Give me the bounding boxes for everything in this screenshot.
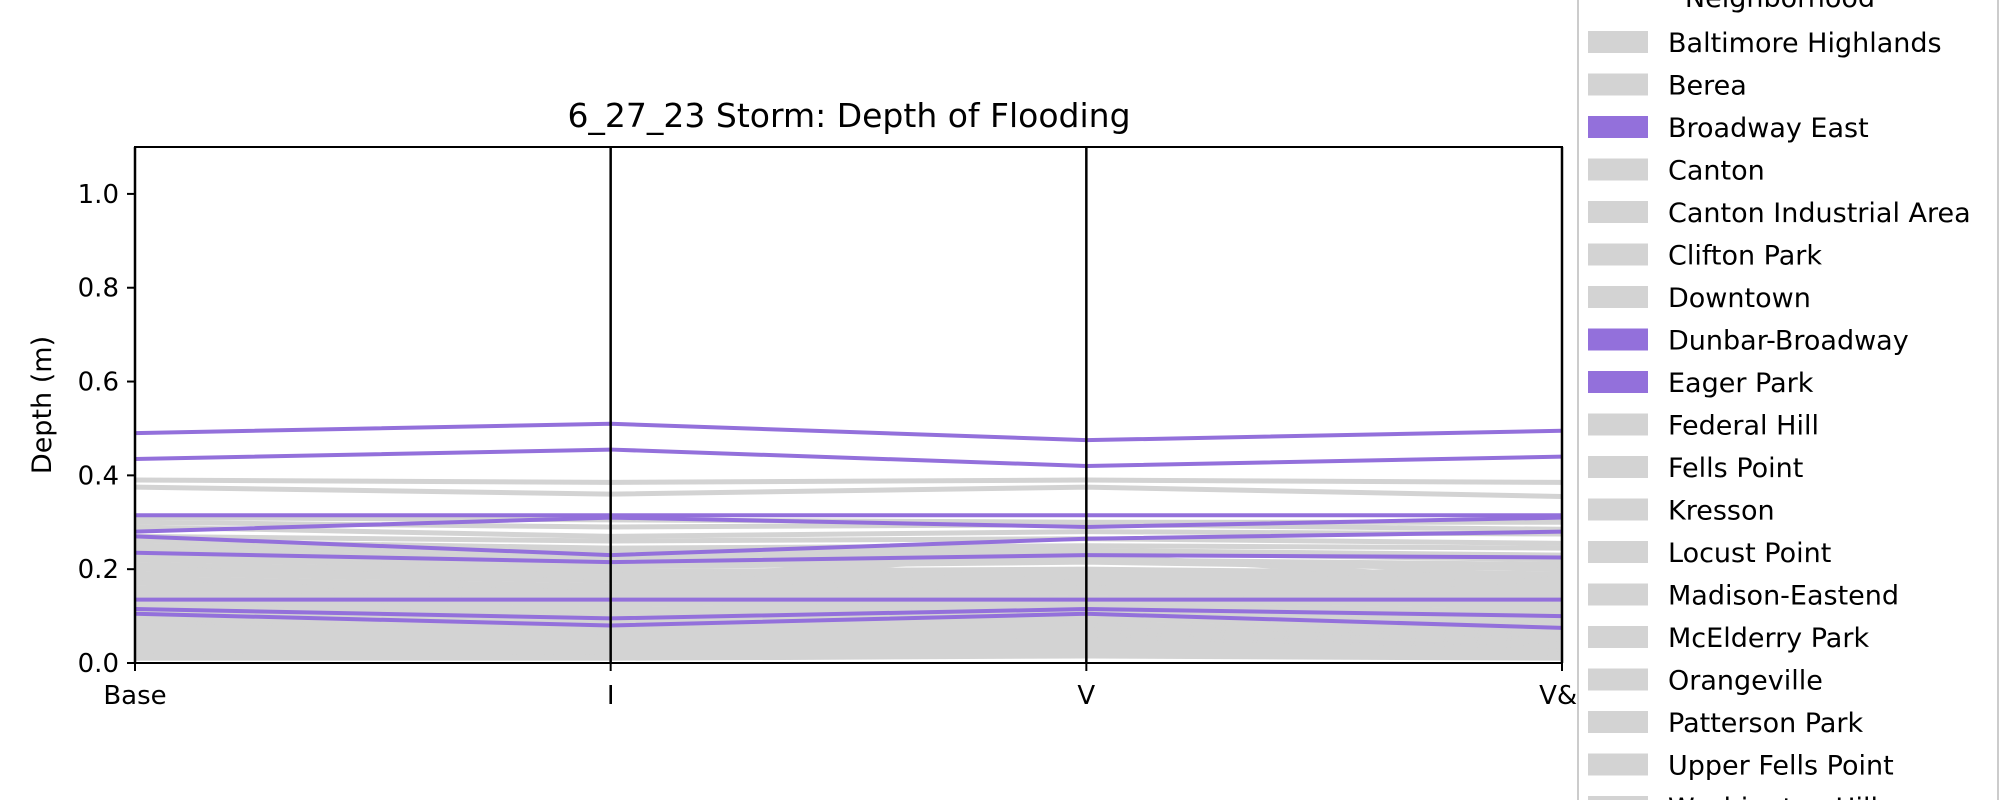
x-tick-label-2: V <box>1077 681 1095 711</box>
legend-swatch-10 <box>1588 456 1648 478</box>
y-tick-label-0: 0.0 <box>78 649 119 679</box>
y-ticks-group: 0.0 0.2 0.4 0.6 0.8 1.0 <box>78 180 135 679</box>
legend-entry-15: Orangeville <box>1668 666 1823 697</box>
y-axis-label: Depth (m) <box>27 336 58 474</box>
y-tick-label-1: 0.2 <box>78 555 119 585</box>
legend-entry-8: Eager Park <box>1668 368 1814 399</box>
axes-group <box>133 146 1564 664</box>
legend-swatch-0 <box>1588 31 1648 53</box>
legend-entry-3: Canton <box>1668 156 1765 187</box>
legend-entry-16: Patterson Park <box>1668 708 1863 739</box>
highlighted-series-line-8 <box>135 611 1562 630</box>
legend-entry-6: Downtown <box>1668 283 1811 314</box>
y-tick-label-4: 0.8 <box>78 274 119 304</box>
x-tick-label-0: Base <box>103 681 166 711</box>
legend-entry-0: Baltimore Highlands <box>1668 28 1942 59</box>
background-series-line-14 <box>135 571 1562 586</box>
chart-title: 6_27_23 Storm: Depth of Flooding <box>567 96 1130 135</box>
legend-swatch-1 <box>1588 73 1648 96</box>
legend-entry-9: Federal Hill <box>1668 411 1819 442</box>
background-series-line-0 <box>135 477 1562 485</box>
highlighted-series-line-7 <box>135 607 1562 621</box>
background-series-line-44 <box>135 547 1562 586</box>
legend-entry-1: Berea <box>1668 71 1747 102</box>
legend-swatch-17 <box>1588 753 1648 776</box>
highlighted-series-group <box>135 421 1562 630</box>
legend-swatch-4 <box>1588 201 1648 223</box>
legend-entry-14: McElderry Park <box>1668 623 1869 654</box>
background-series-line-13 <box>135 566 1562 584</box>
legend-entry-5: Clifton Park <box>1668 241 1822 272</box>
legend-entry-13: Madison-Eastend <box>1668 581 1899 612</box>
x-tick-label-1: I <box>607 681 615 711</box>
background-series-line-41 <box>135 653 1562 661</box>
legend-entry-7: Dunbar-Broadway <box>1668 326 1909 357</box>
y-tick-label-3: 0.6 <box>78 368 119 398</box>
legend-swatch-13 <box>1588 583 1648 606</box>
legend-entry-12: Locust Point <box>1668 538 1831 569</box>
legend-swatch-7 <box>1588 328 1648 351</box>
legend-swatch-16 <box>1588 711 1648 733</box>
highlighted-series-line-3 <box>135 515 1562 534</box>
background-series-line-7 <box>135 543 1562 558</box>
legend-swatch-6 <box>1588 286 1648 308</box>
background-series-group <box>135 477 1562 661</box>
legend: Neighborhood Baltimore Highlands Berea Broa… <box>1577 0 1999 800</box>
legend-swatch-3 <box>1588 158 1648 181</box>
legend-entry-4: Canton Industrial Area <box>1668 198 1971 229</box>
legend-frame <box>1577 0 1999 800</box>
legend-swatch-18 <box>1588 796 1648 800</box>
legend-swatch-2 <box>1588 116 1648 138</box>
x-ticks-group: Base I V V&I <box>103 663 1585 711</box>
legend-swatch-14 <box>1588 626 1648 648</box>
background-series-line-5 <box>135 533 1562 546</box>
legend-entry-2: Broadway East <box>1668 113 1869 144</box>
y-tick-label-5: 1.0 <box>78 180 119 210</box>
highlighted-series-line-5 <box>135 550 1562 565</box>
background-series-line-1 <box>135 484 1562 499</box>
highlighted-series-line-1 <box>135 447 1562 468</box>
highlighted-series-line-0 <box>135 421 1562 443</box>
background-series-line-4 <box>135 524 1562 539</box>
legend-swatch-9 <box>1588 413 1648 436</box>
background-series-line-27 <box>135 615 1562 631</box>
legend-title: Neighborhood <box>1685 0 1875 14</box>
background-series-line-19 <box>135 587 1562 603</box>
legend-swatch-8 <box>1588 371 1648 393</box>
legend-swatch-15 <box>1588 668 1648 691</box>
background-series-line-43 <box>135 566 1562 605</box>
y-tick-label-2: 0.4 <box>78 461 119 491</box>
legend-swatch-12 <box>1588 541 1648 563</box>
legend-swatch-11 <box>1588 498 1648 521</box>
legend-entry-11: Kresson <box>1668 496 1775 527</box>
highlighted-series-line-4 <box>135 529 1562 558</box>
legend-entry-10: Fells Point <box>1668 453 1803 484</box>
legend-swatch-5 <box>1588 243 1648 266</box>
legend-entry-17: Upper Fells Point <box>1668 751 1894 782</box>
background-series-line-36 <box>135 639 1562 654</box>
legend-entry-18: Washington Hill <box>1668 793 1878 800</box>
